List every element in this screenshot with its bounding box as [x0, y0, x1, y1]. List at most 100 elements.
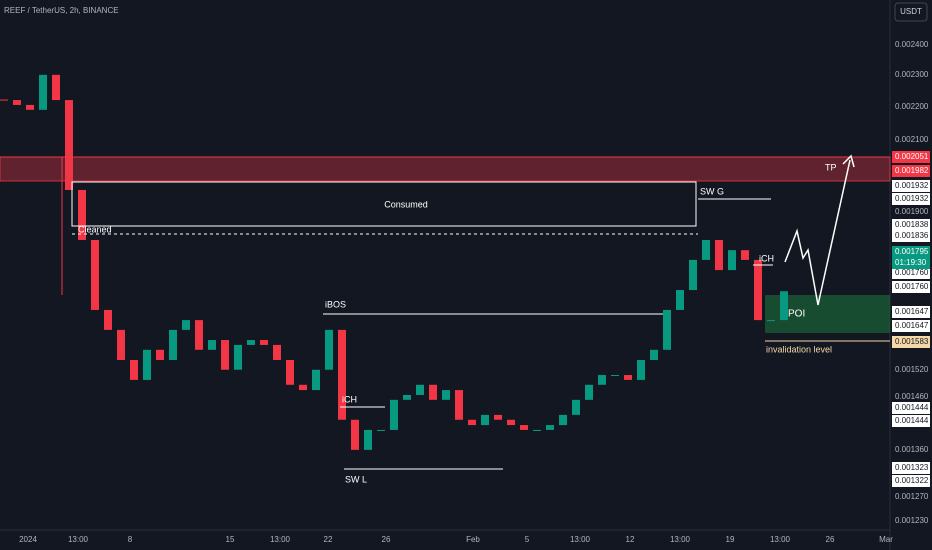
countdown-label: 01:19:30 [895, 258, 927, 267]
time-label: Mar [879, 535, 893, 544]
swg-label: SW G [700, 186, 724, 196]
price-label: 0.001360 [895, 445, 929, 454]
candle-body [260, 340, 268, 345]
ich-label: iCH [759, 253, 774, 263]
candle-body [104, 309, 112, 330]
time-label: 5 [525, 535, 530, 544]
price-label: 0.001444 [895, 416, 929, 425]
arrow-head [842, 154, 855, 168]
price-badge [892, 402, 930, 414]
candles [0, 74, 788, 450]
candle-body [663, 309, 671, 350]
price-label: 0.001932 [895, 181, 929, 190]
candle-body [754, 259, 762, 321]
candle-body [247, 340, 255, 345]
candle-body [351, 419, 359, 450]
axes: 0.002400 0.002300 0.002200 0.002100 0.002051… [19, 40, 930, 544]
currency-button[interactable] [894, 2, 928, 22]
candle-body [143, 349, 151, 380]
time-label: 13:00 [270, 535, 291, 544]
candle-body [546, 425, 554, 430]
candle-body [676, 290, 684, 310]
candle-body [208, 340, 216, 350]
price-label: 0.001460 [895, 392, 929, 401]
structure: TP Consumed Cleaned SW G iCH iBOS iCH SW… [71, 154, 890, 484]
price-label: 0.001322 [895, 476, 929, 485]
price-label: 0.002300 [895, 70, 929, 79]
time-label: 22 [324, 535, 333, 544]
time-label: 26 [382, 535, 391, 544]
candle-body [338, 329, 346, 420]
candle-body [156, 349, 164, 360]
candle-body [91, 239, 99, 310]
time-label: 13:00 [68, 535, 89, 544]
price-label: 0.001647 [895, 321, 929, 330]
time-label: 19 [726, 535, 735, 544]
time-label: 13:00 [670, 535, 691, 544]
candle-body [117, 329, 125, 360]
price-label: 0.001932 [895, 194, 929, 203]
candle-body [741, 250, 749, 260]
candle-body [130, 359, 138, 380]
price-label: 0.001520 [895, 365, 929, 374]
time-label: Feb [466, 535, 480, 544]
candle-body [13, 100, 21, 105]
price-badge [892, 415, 930, 427]
drawings [0, 156, 891, 333]
price-label: 0.002051 [895, 152, 929, 161]
price-label: 0.002400 [895, 40, 929, 49]
candle-body [767, 320, 775, 322]
candle-body [416, 384, 424, 395]
cleaned-label: Cleaned [78, 224, 112, 234]
price-badge [892, 462, 930, 474]
candle-body [533, 429, 541, 431]
candle-body [650, 349, 658, 360]
candle-body [481, 414, 489, 426]
candle-body [221, 340, 229, 370]
candle-body [377, 429, 385, 431]
price-badge [892, 475, 930, 487]
candle-body [0, 99, 8, 101]
candle-body [78, 189, 86, 240]
price-badge [892, 336, 930, 348]
price-badge [892, 180, 930, 192]
candle-body [429, 384, 437, 400]
candle-body [780, 291, 788, 321]
candle-body [403, 394, 411, 400]
tp-label: TP [825, 162, 837, 172]
candle-body [286, 359, 294, 385]
candle-body [611, 375, 619, 377]
candle-body [728, 250, 736, 271]
candle-body [715, 239, 723, 271]
supply-zone [0, 156, 891, 182]
candle-body [598, 375, 606, 385]
time-label: 8 [128, 535, 133, 544]
candle-body [65, 100, 73, 190]
price-badge [892, 193, 930, 205]
ibos-label: iBOS [325, 299, 346, 309]
price-badge [892, 320, 930, 332]
price-label: 0.002100 [895, 135, 929, 144]
candle-body [637, 359, 645, 380]
price-label: 0.001838 [895, 220, 929, 229]
price-badge [892, 246, 930, 258]
candle-body [572, 399, 580, 415]
candle-body [455, 390, 463, 420]
invalidation-label: invalidation level [766, 344, 832, 354]
symbol-title: REEF / TetherUS, 2h, BINANCE [4, 6, 119, 15]
currency-label[interactable]: USDT [900, 7, 922, 16]
time-label: 13:00 [570, 535, 591, 544]
price-label: 0.001760 [895, 268, 929, 277]
price-badge [892, 281, 930, 293]
price-badge [892, 306, 930, 318]
candle-body [624, 375, 632, 380]
candle-body [364, 429, 372, 450]
swl-label: SW L [345, 474, 367, 484]
candle-body [559, 414, 567, 426]
price-label: 0.001795 [895, 247, 929, 256]
candle-body [689, 259, 697, 291]
candle-body [468, 419, 476, 426]
candle-body [182, 320, 190, 330]
